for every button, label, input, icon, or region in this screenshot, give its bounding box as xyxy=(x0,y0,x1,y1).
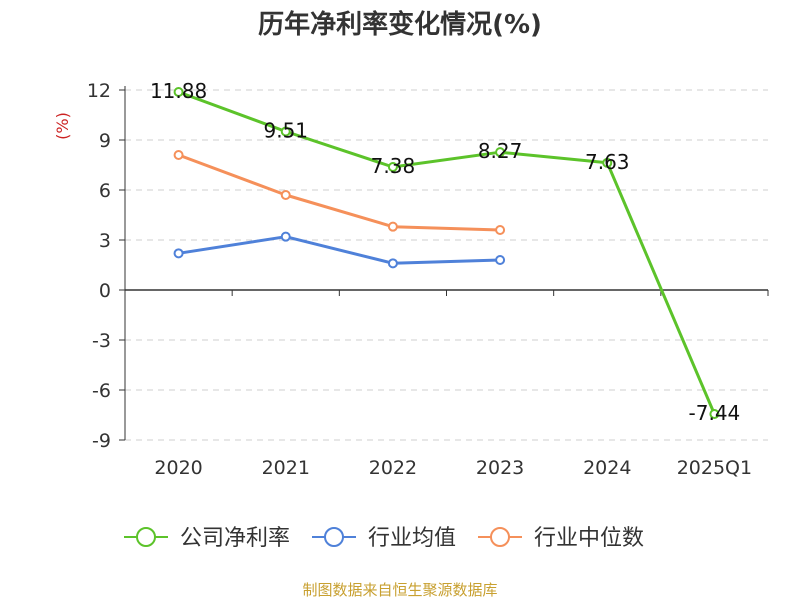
legend-marker xyxy=(324,527,344,547)
data-point xyxy=(280,231,291,242)
data-point xyxy=(495,225,506,235)
data-point xyxy=(495,147,506,158)
data-point xyxy=(387,221,398,232)
x-tick-label: 2025Q1 xyxy=(677,457,752,479)
data-point xyxy=(387,162,398,172)
y-tick-label: 6 xyxy=(99,180,111,202)
data-point xyxy=(709,409,720,419)
data-point xyxy=(173,87,184,97)
series-line-2 xyxy=(178,153,501,232)
data-point xyxy=(280,126,291,137)
legend-marker xyxy=(136,527,156,547)
data-label: 7.38 xyxy=(371,154,416,178)
data-label: 7.63 xyxy=(585,150,630,174)
x-tick-label: 2024 xyxy=(583,457,631,479)
x-tick-label: 2023 xyxy=(476,457,524,479)
y-tick-label: -6 xyxy=(92,380,111,402)
y-tick-label: 12 xyxy=(87,80,111,102)
grid-lines xyxy=(125,89,768,441)
data-label: 9.51 xyxy=(263,119,308,143)
data-point xyxy=(602,157,613,168)
y-tick-label: -9 xyxy=(92,430,111,452)
series-line-0 xyxy=(178,90,716,415)
data-point xyxy=(173,248,184,259)
legend-label: 行业均值 xyxy=(368,526,456,551)
series-line-1 xyxy=(178,235,501,265)
series-lines xyxy=(173,87,720,419)
x-tick-label: 2020 xyxy=(154,457,202,479)
data-label: 11.88 xyxy=(150,79,207,103)
data-point xyxy=(280,190,291,200)
data-point xyxy=(173,150,184,160)
chart-title: 历年净利率变化情况(%) xyxy=(258,10,542,40)
data-labels: 11.88 9.51 7.38 8.27 7.63 -7.44 xyxy=(150,79,740,425)
data-label: 8.27 xyxy=(478,139,523,163)
data-point xyxy=(495,255,506,265)
legend-label: 公司净利率 xyxy=(180,526,290,551)
x-tick-label: 2022 xyxy=(369,457,417,479)
y-tick-label: -3 xyxy=(92,330,111,352)
y-axis-label: (%) xyxy=(53,112,72,140)
data-label: -7.44 xyxy=(689,401,741,425)
legend-marker xyxy=(490,527,510,547)
legend-label: 行业中位数 xyxy=(534,526,644,551)
data-source-note: 制图数据来自恒生聚源数据库 xyxy=(302,581,498,599)
y-tick-label: 9 xyxy=(99,130,111,152)
y-tick-label: 3 xyxy=(99,230,111,252)
data-point xyxy=(387,258,398,269)
x-tick-label: 2021 xyxy=(262,457,310,479)
legend: 公司净利率 行业均值 行业中位数 xyxy=(124,526,644,551)
y-tick-label: 0 xyxy=(99,280,111,302)
